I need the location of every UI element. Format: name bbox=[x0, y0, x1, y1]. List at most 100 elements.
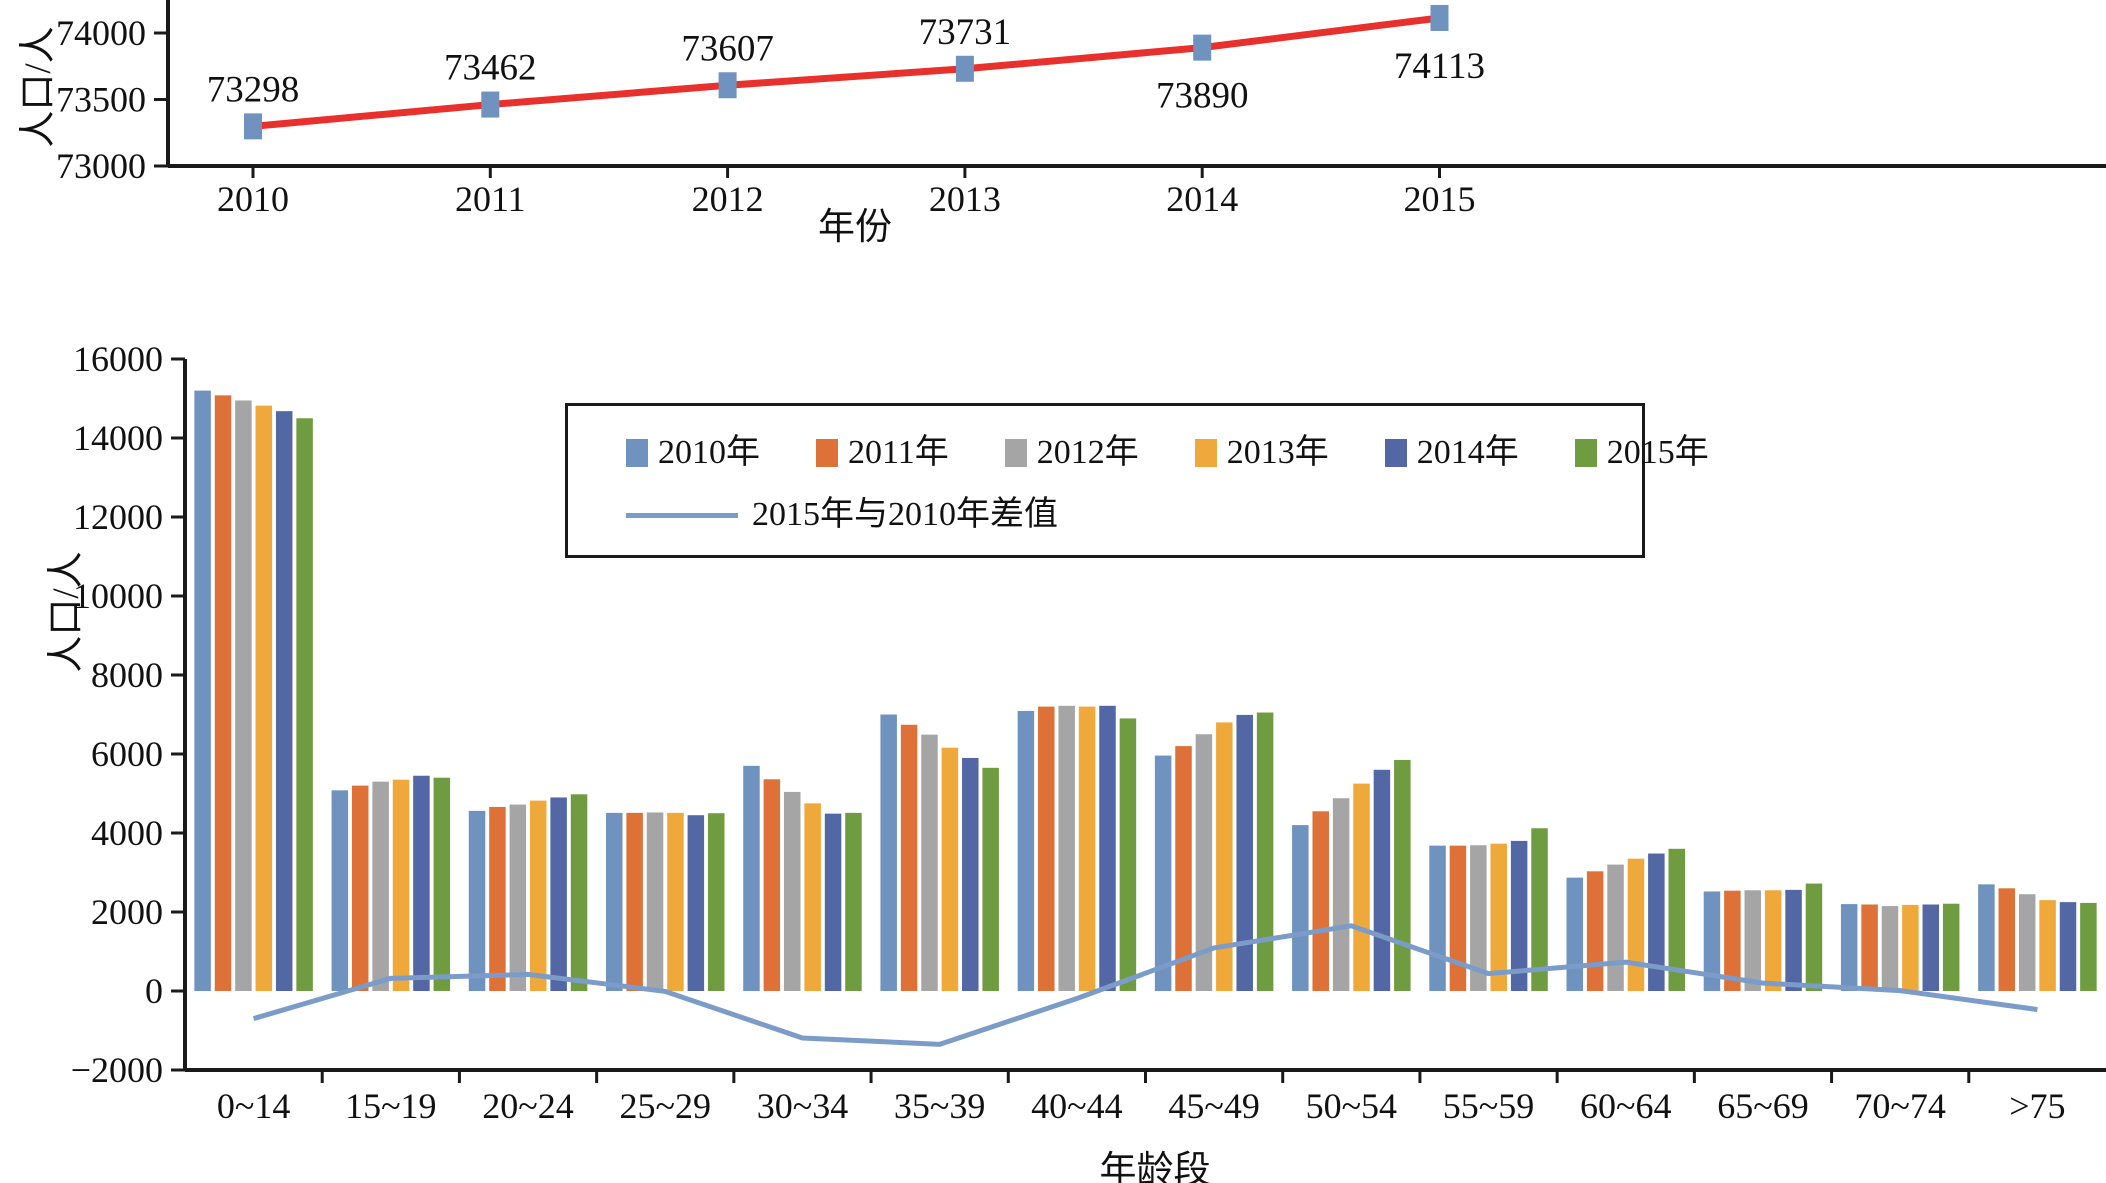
bar-2011年-65~69 bbox=[1724, 890, 1741, 991]
bar-2012年-25~29 bbox=[646, 812, 664, 991]
trend-line bbox=[252, 14, 1440, 130]
data-label: 73890 bbox=[1156, 76, 1249, 117]
bar-2010年-15~19 bbox=[331, 790, 349, 991]
x-tick-label: 70~74 bbox=[1854, 1086, 1945, 1126]
bar-2012年-40~44 bbox=[1058, 705, 1075, 991]
bar-2015年-35~39 bbox=[982, 767, 999, 991]
bar-2015年-15~19 bbox=[433, 777, 451, 991]
bar-2011年-50~54 bbox=[1312, 811, 1329, 991]
top-chart-y-axis-title: 人口/人 bbox=[18, 26, 59, 148]
bar-2013年-45~49 bbox=[1216, 722, 1233, 991]
age-group-bar-chart: −2000 0 2000 4000 6000 8000 10000 12000 14000 160… bbox=[71, 339, 2106, 1126]
y-tick-label: 8000 bbox=[91, 655, 163, 695]
diff-line bbox=[252, 923, 2038, 1047]
bar-2012年-15~19 bbox=[372, 781, 389, 991]
x-tick-label: >75 bbox=[2009, 1086, 2065, 1126]
bar-2010年-50~54 bbox=[1292, 825, 1309, 991]
legend-label: 2013年 bbox=[1226, 434, 1329, 471]
data-point-marker bbox=[1430, 4, 1449, 31]
bar-2010年-65~69 bbox=[1703, 891, 1721, 991]
bar-2015年-50~54 bbox=[1394, 759, 1411, 991]
bar-2013年-50~54 bbox=[1353, 783, 1370, 991]
legend-diff-row: 2015年与2010年差值 bbox=[626, 498, 1058, 532]
bar-2013年-70~74 bbox=[1902, 904, 1919, 991]
legend-entry-2010年: 2010年 bbox=[626, 436, 760, 470]
bar-2010年-30~34 bbox=[743, 765, 760, 991]
bar-2012年-65~69 bbox=[1744, 890, 1762, 991]
bar-2013年-30~34 bbox=[804, 803, 821, 991]
legend-series-row: 2010年 2011年 2012年 2013年 2014年 2015年 bbox=[626, 436, 1709, 470]
y-tick-label: 74000 bbox=[56, 13, 146, 53]
bar-2014年-30~34 bbox=[824, 813, 842, 991]
bar-2011年-45~49 bbox=[1175, 746, 1192, 991]
bar-2010年-40~44 bbox=[1017, 710, 1035, 991]
bottom-chart-x-axis-title: 年龄段 bbox=[1099, 1150, 1211, 1183]
data-label: 73731 bbox=[919, 12, 1012, 53]
bottom-chart-y-axis-title: 人口/人 bbox=[46, 551, 87, 673]
bar-2015年-55~59 bbox=[1531, 828, 1548, 991]
bar-2014年->75 bbox=[2059, 902, 2077, 991]
bar-2011年-30~34 bbox=[763, 779, 781, 991]
bar-2010年-45~49 bbox=[1154, 755, 1172, 991]
x-tick-label: 0~14 bbox=[217, 1086, 290, 1126]
legend-swatch-icon bbox=[1194, 439, 1217, 467]
y-tick-label: 14000 bbox=[73, 418, 163, 458]
bar-2014年-40~44 bbox=[1099, 705, 1116, 991]
y-tick-label: 2000 bbox=[91, 892, 163, 932]
data-point-marker bbox=[955, 55, 974, 82]
bar-2013年-15~19 bbox=[392, 779, 410, 991]
bar-2010年-55~59 bbox=[1429, 845, 1446, 991]
x-tick-label: 50~54 bbox=[1306, 1086, 1397, 1126]
data-label: 74113 bbox=[1394, 46, 1485, 87]
bar-2013年-65~69 bbox=[1764, 890, 1782, 991]
legend-swatch-icon bbox=[816, 439, 838, 467]
bar-2015年->75 bbox=[2080, 902, 2097, 991]
bar-2012年-50~54 bbox=[1332, 798, 1350, 991]
bar-2011年-20~24 bbox=[489, 806, 506, 991]
x-tick-label: 2010 bbox=[217, 179, 289, 219]
data-label: 73462 bbox=[444, 48, 537, 89]
bar-2014年-55~59 bbox=[1510, 840, 1528, 991]
bar-2015年-40~44 bbox=[1119, 718, 1137, 991]
legend-entry-2014年: 2014年 bbox=[1384, 436, 1519, 470]
bar-2012年-45~49 bbox=[1195, 734, 1213, 991]
legend-swatch-icon bbox=[1384, 439, 1407, 467]
x-tick-label: 30~34 bbox=[757, 1086, 848, 1126]
bar-2015年-65~69 bbox=[1805, 883, 1823, 991]
bar-2010年-25~29 bbox=[606, 812, 623, 991]
data-label: 73298 bbox=[207, 69, 300, 110]
bar-2014年-0~14 bbox=[275, 411, 293, 991]
bar-2015年-25~29 bbox=[708, 813, 725, 991]
x-tick-label: 2011 bbox=[455, 179, 526, 219]
bar-2013年->75 bbox=[2039, 900, 2056, 991]
bar-2011年-15~19 bbox=[351, 785, 369, 991]
bar-2014年-65~69 bbox=[1785, 889, 1802, 991]
bar-2014年-15~19 bbox=[413, 775, 430, 991]
x-tick-label: 2013 bbox=[929, 179, 1001, 219]
bar-2015年-45~49 bbox=[1256, 712, 1274, 991]
bar-2011年-70~74 bbox=[1861, 904, 1878, 991]
bar-2011年-35~39 bbox=[900, 724, 918, 991]
x-tick-label: 45~49 bbox=[1168, 1086, 1259, 1126]
bar-2014年-35~39 bbox=[962, 757, 979, 991]
bar-2015年-30~34 bbox=[845, 812, 862, 991]
legend-box: 2010年 2011年 2012年 2013年 2014年 2015年 2015年与201… bbox=[565, 403, 1709, 558]
legend-line-sample-icon bbox=[626, 512, 738, 518]
y-tick-label: 73500 bbox=[56, 80, 146, 120]
bar-2010年-60~64 bbox=[1566, 877, 1583, 991]
legend-entry-2015年: 2015年 bbox=[1574, 436, 1709, 470]
bar-2010年-0~14 bbox=[194, 390, 211, 992]
bar-2010年-20~24 bbox=[468, 810, 486, 991]
bar-2012年-0~14 bbox=[235, 400, 252, 992]
bar-2011年-25~29 bbox=[626, 812, 643, 991]
y-tick-label: 4000 bbox=[91, 813, 163, 853]
bar-2012年-20~24 bbox=[509, 804, 527, 991]
x-tick-label: 55~59 bbox=[1443, 1086, 1534, 1126]
bar-2010年->75 bbox=[1978, 884, 1995, 991]
x-tick-label: 2015 bbox=[1404, 179, 1476, 219]
top-chart-x-axis-title: 年份 bbox=[818, 207, 892, 248]
bar-2011年-60~64 bbox=[1586, 871, 1604, 991]
bar-2011年-55~59 bbox=[1449, 845, 1467, 991]
data-point-marker bbox=[481, 91, 500, 118]
bar-2015年-60~64 bbox=[1668, 848, 1685, 991]
